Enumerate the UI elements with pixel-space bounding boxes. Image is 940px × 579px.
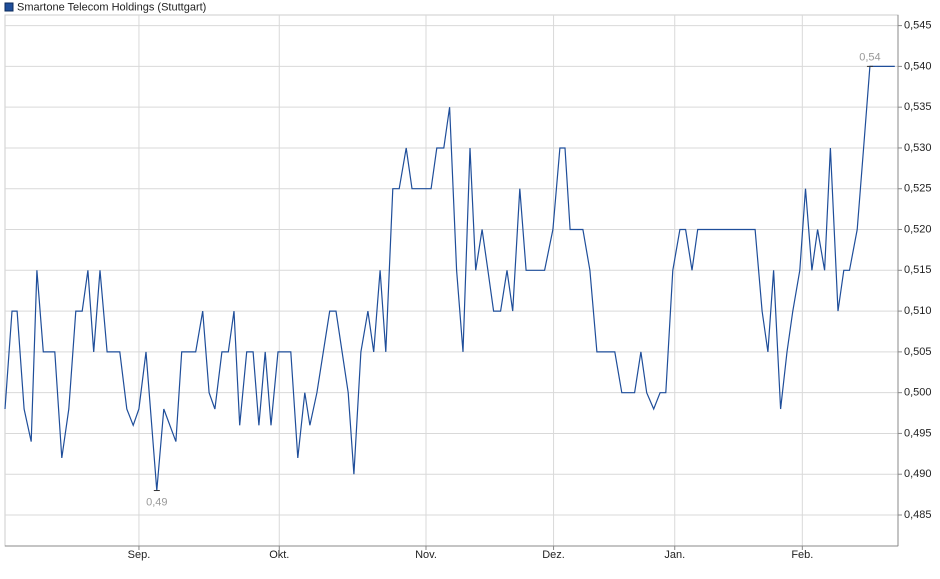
annotation-label: 0,49 [146,496,167,508]
x-tick-label: Feb. [791,549,813,561]
x-tick-label: Okt. [269,549,289,561]
x-tick-label: Jan. [664,549,685,561]
y-tick-label: 0,490 [904,468,932,480]
y-tick-label: 0,485 [904,509,932,521]
y-tick-label: 0,535 [904,101,932,113]
y-tick-label: 0,515 [904,264,932,276]
y-tick-label: 0,505 [904,346,932,358]
y-tick-label: 0,500 [904,387,932,399]
x-tick-label: Sep. [128,549,151,561]
y-tick-label: 0,540 [904,60,932,72]
legend-label: Smartone Telecom Holdings (Stuttgart) [17,1,206,13]
y-tick-label: 0,510 [904,305,932,317]
x-tick-label: Nov. [415,549,437,561]
y-tick-label: 0,520 [904,223,932,235]
y-tick-label: 0,530 [904,142,932,154]
y-tick-label: 0,525 [904,183,932,195]
y-tick-label: 0,495 [904,427,932,439]
annotation-label: 0,54 [859,51,880,63]
price-line [4,65,895,491]
x-tick-label: Dez. [542,549,565,561]
y-tick-label: 0,545 [904,20,932,32]
legend-swatch [4,2,14,12]
